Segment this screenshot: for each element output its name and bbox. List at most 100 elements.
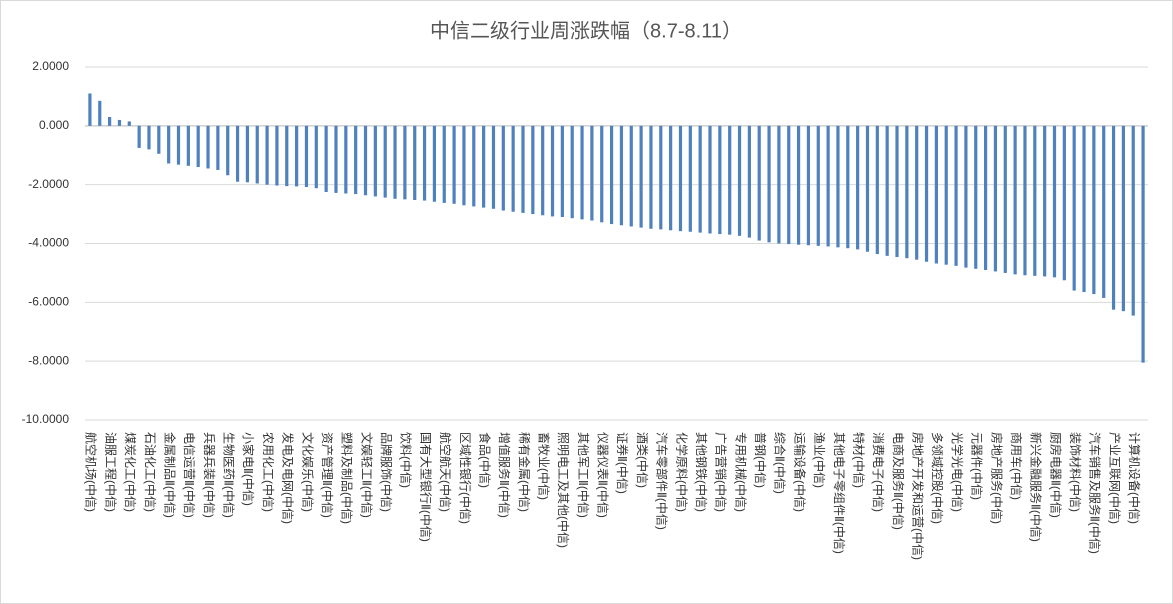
bar (501, 125, 505, 211)
bar (688, 125, 692, 232)
bar (609, 125, 614, 225)
x-tick-label: 资产管理Ⅱ(中信) (320, 432, 335, 518)
bar (413, 125, 417, 200)
bar (462, 125, 466, 206)
bar (698, 125, 702, 233)
x-tick-label: 农用化工(中信) (261, 432, 276, 512)
x-tick-label: 其他电子零组件Ⅱ(中信) (832, 432, 847, 554)
bar (944, 125, 948, 265)
bar (550, 125, 555, 217)
x-tick-label: 厨房电器Ⅱ(中信) (1048, 432, 1063, 518)
bar (373, 125, 377, 197)
bar (275, 125, 279, 186)
bar (836, 125, 840, 248)
bar (570, 125, 574, 219)
bar (511, 125, 515, 212)
bar (98, 100, 102, 126)
x-tick-label: 元器件(中信) (970, 432, 985, 500)
bar (659, 125, 663, 230)
x-tick-label: 汽车销售及服务Ⅱ(中信) (1088, 432, 1103, 554)
bar (826, 125, 830, 247)
bar (639, 125, 643, 228)
bar (1062, 125, 1066, 281)
bar (127, 121, 131, 126)
bar (728, 125, 732, 235)
x-tick-label: 多领域控股(中信) (930, 432, 945, 524)
bar (954, 125, 958, 266)
y-tick-label: -10.0000 (22, 412, 70, 426)
x-tick-label: 汽车零部件Ⅱ(中信) (655, 432, 670, 530)
x-tick-label: 消费电子(中信) (871, 432, 886, 512)
bar (964, 125, 968, 268)
bar (777, 125, 781, 244)
x-tick-label: 装饰材料(中信) (1068, 432, 1083, 512)
x-tick-label: 照明电工及其他(中信) (556, 432, 571, 548)
bar (117, 119, 122, 126)
bar (531, 125, 535, 215)
x-tick-label: 煤炭化工(中信) (123, 432, 138, 512)
bar (1082, 125, 1086, 293)
bar (403, 125, 407, 200)
bar (108, 117, 112, 126)
x-tick-label: 商用车(中信) (1009, 432, 1024, 500)
bar (1131, 125, 1135, 316)
bar (993, 125, 998, 272)
bar (1092, 125, 1096, 295)
x-tick-label: 综合Ⅱ(中信) (773, 432, 788, 494)
x-tick-label: 光学光电(中信) (950, 432, 965, 512)
x-tick-label: 发电及电网(中信) (281, 432, 296, 524)
bar (737, 125, 742, 236)
bar (600, 125, 604, 223)
x-tick-label: 电商及服务Ⅱ(中信) (891, 432, 906, 530)
x-tick-label: 石油化工(中信) (143, 432, 158, 512)
y-tick-label: 2.0000 (32, 59, 69, 73)
bar (1102, 125, 1106, 298)
bar (669, 125, 673, 231)
bar (905, 125, 909, 259)
x-tick-label: 广告营销(中信) (714, 432, 729, 512)
bar (806, 125, 811, 246)
bar (629, 125, 633, 227)
bar (787, 125, 791, 245)
bar (491, 125, 496, 209)
bar (285, 125, 289, 187)
bar (393, 125, 397, 199)
bar (176, 125, 181, 165)
x-tick-label: 其他军工Ⅱ(中信) (576, 432, 591, 518)
bar (895, 125, 899, 258)
bar (718, 125, 722, 235)
x-tick-label: 普钢(中信) (753, 432, 768, 488)
bar (137, 125, 141, 148)
bar (541, 125, 545, 216)
chart-title: 中信二级行业周涨跌幅（8.7-8.11） (430, 19, 742, 42)
x-tick-label: 塑料及制品(中信) (340, 432, 355, 524)
bar (767, 125, 771, 243)
bar (885, 125, 889, 256)
bar (472, 125, 476, 207)
x-tick-label: 航空机场(中信) (84, 432, 99, 512)
bar (974, 125, 978, 269)
bar (383, 125, 387, 198)
x-tick-label: 航空航天(中信) (438, 432, 453, 512)
bar (255, 125, 259, 184)
bar (265, 125, 269, 185)
x-tick-label: 仪器仪表Ⅱ(中信) (596, 432, 611, 518)
bar (1003, 125, 1007, 273)
bar (295, 125, 299, 187)
bar (1013, 125, 1017, 275)
bar (924, 125, 929, 262)
x-tick-label: 房地产开发和运营(中信) (911, 432, 926, 560)
y-tick-label: -2.0000 (28, 177, 69, 191)
bar (186, 125, 190, 166)
bar (482, 125, 486, 208)
bar (649, 125, 653, 229)
x-tick-label: 小家电Ⅱ(中信) (241, 432, 256, 506)
bar (344, 125, 348, 194)
x-tick-label: 畜牧业(中信) (537, 432, 552, 500)
bar (521, 125, 525, 213)
bar (1121, 125, 1125, 312)
bar (363, 125, 368, 196)
x-tick-label: 生物医药Ⅱ(中信) (222, 432, 237, 518)
bar (324, 125, 328, 193)
bar (796, 125, 801, 245)
